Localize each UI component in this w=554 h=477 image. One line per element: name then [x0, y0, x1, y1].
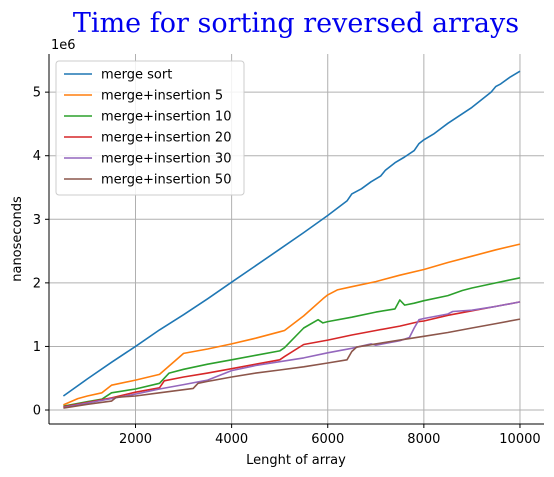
series-line-1: [63, 243, 521, 406]
series-group: [62, 70, 521, 409]
y-tick-label: 0: [33, 404, 41, 419]
y-offset-label: 1e6: [51, 38, 76, 53]
series-line-4: [63, 301, 521, 409]
legend-label: merge sort: [101, 68, 172, 83]
y-tick-label: 1: [33, 340, 41, 355]
series-line-0: [62, 70, 521, 397]
ticks: 2000 4000 6000 8000 10000 0 1 2 3 4 5: [33, 86, 541, 447]
series-line-3: [63, 301, 521, 408]
x-tick-label: 6000: [311, 432, 344, 447]
y-tick-label: 3: [33, 213, 41, 228]
series-line-5: [63, 318, 521, 409]
legend-label: merge+insertion 10: [101, 110, 231, 125]
x-tick-label: 4000: [215, 432, 248, 447]
y-tick-label: 4: [33, 149, 41, 164]
axes: [48, 54, 544, 425]
legend-label: merge+insertion 5: [101, 89, 223, 104]
y-tick-label: 5: [33, 86, 41, 101]
series-line-2: [63, 277, 521, 407]
x-tick-label: 8000: [407, 432, 440, 447]
chart-title: Time for sorting reversed arrays: [73, 8, 519, 39]
legend: merge sort merge+insertion 5 merge+inserti…: [55, 60, 245, 196]
y-tick-label: 2: [33, 276, 41, 291]
legend-box: [55, 60, 245, 196]
x-axis-label: Lenght of array: [246, 453, 346, 468]
legend-label: merge+insertion 20: [101, 131, 231, 146]
legend-label: merge+insertion 50: [101, 173, 231, 188]
x-tick-label: 10000: [499, 432, 540, 447]
y-axis-label: nanoseconds: [10, 196, 25, 282]
legend-label: merge+insertion 30: [101, 152, 231, 167]
x-tick-label: 2000: [119, 432, 152, 447]
